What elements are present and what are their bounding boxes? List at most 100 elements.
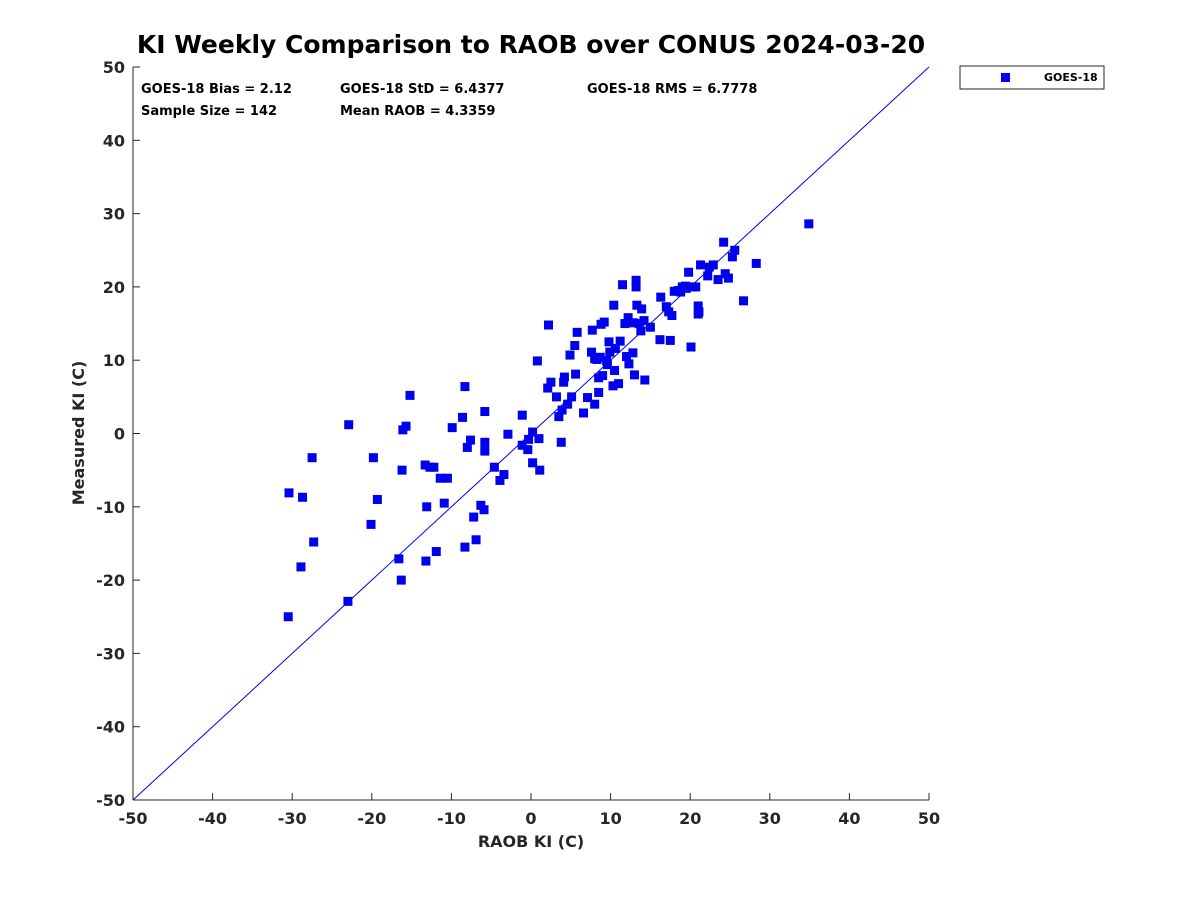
data-point [462, 442, 472, 452]
y-tick-label: -10 [96, 498, 125, 517]
stat-annotation: GOES-18 RMS = 6.7778 [587, 82, 757, 97]
data-point [429, 462, 439, 472]
data-point [554, 412, 564, 422]
data-point [397, 465, 407, 475]
data-point [366, 519, 376, 529]
x-tick-label: -40 [198, 809, 227, 828]
y-tick-label: 20 [103, 278, 125, 297]
data-point [572, 327, 582, 337]
data-point [567, 392, 577, 402]
data-point [696, 260, 706, 270]
data-point [655, 335, 665, 345]
data-point [665, 335, 675, 345]
data-point [623, 313, 633, 323]
data-point [447, 423, 457, 433]
data-point [528, 427, 538, 437]
data-point [469, 512, 479, 522]
data-point [684, 267, 694, 277]
y-tick-label: 50 [103, 58, 125, 77]
data-point [739, 296, 749, 306]
legend-box [959, 65, 1105, 90]
data-point [618, 280, 628, 290]
data-point [610, 365, 620, 375]
y-tick-label: -30 [96, 644, 125, 663]
stat-annotation: Mean RAOB = 4.3359 [340, 104, 495, 119]
data-point [551, 392, 561, 402]
data-point [570, 341, 580, 351]
data-point [693, 301, 703, 311]
data-point [629, 370, 639, 380]
y-tick-label: 10 [103, 351, 125, 370]
data-point [458, 412, 468, 422]
data-point [559, 372, 569, 382]
x-tick-label: -30 [278, 809, 307, 828]
data-point [624, 359, 634, 369]
data-point [480, 446, 490, 456]
data-point [590, 399, 600, 409]
data-point [517, 440, 527, 450]
data-point [565, 350, 575, 360]
data-point [639, 316, 649, 326]
data-point [605, 347, 615, 357]
x-tick-label: 20 [679, 809, 701, 828]
data-point [431, 547, 441, 557]
data-point [283, 612, 293, 622]
data-point [396, 575, 406, 585]
data-point [667, 310, 677, 320]
data-point [495, 475, 505, 485]
data-point [480, 437, 490, 447]
data-point [298, 492, 308, 502]
data-point [804, 219, 814, 229]
data-point [435, 473, 445, 483]
data-point [460, 382, 470, 392]
data-point [420, 460, 430, 470]
data-point [713, 275, 723, 285]
data-point [528, 458, 538, 468]
x-tick-label: 40 [838, 809, 860, 828]
data-point [524, 434, 534, 444]
data-point [479, 505, 489, 515]
data-point [344, 420, 354, 430]
y-axis-ticks: -50 -40 -30 -20 -10 0 10 20 30 40 50 [96, 58, 140, 810]
y-tick-label: -20 [96, 571, 125, 590]
y-axis-label: Measured KI (C) [69, 361, 88, 506]
x-tick-label: 50 [918, 809, 940, 828]
data-point [628, 348, 638, 358]
x-tick-label: 10 [599, 809, 621, 828]
data-point [587, 325, 597, 335]
data-point [602, 360, 612, 370]
data-point [559, 377, 569, 387]
data-point [579, 408, 589, 418]
data-point [723, 273, 733, 283]
data-point [583, 393, 593, 403]
data-point [604, 337, 614, 347]
data-point [598, 371, 608, 381]
x-tick-label: -50 [119, 809, 148, 828]
data-point [632, 300, 642, 310]
data-point [599, 317, 609, 327]
x-tick-label: 30 [759, 809, 781, 828]
data-point [532, 356, 542, 366]
data-point [571, 369, 581, 379]
data-point [422, 502, 432, 512]
data-point [608, 381, 618, 391]
data-point [394, 554, 404, 564]
data-point [622, 352, 632, 362]
stat-annotation: GOES-18 Bias = 2.12 [141, 82, 292, 97]
data-point [719, 237, 729, 247]
data-point [609, 300, 619, 310]
data-point [309, 537, 319, 547]
data-point [284, 488, 294, 498]
stat-annotation: GOES-18 StD = 6.4377 [340, 82, 504, 97]
y-tick-label: 0 [114, 425, 125, 444]
statistics-annotations: GOES-18 Bias = 2.12 GOES-18 StD = 6.4377 G… [141, 82, 757, 119]
data-point [661, 302, 671, 312]
data-point [656, 292, 666, 302]
data-point [614, 379, 624, 389]
data-point [703, 271, 713, 281]
y-tick-label: 30 [103, 205, 125, 224]
y-tick-label: -50 [96, 791, 125, 810]
data-point [751, 258, 761, 268]
data-point [523, 445, 533, 455]
